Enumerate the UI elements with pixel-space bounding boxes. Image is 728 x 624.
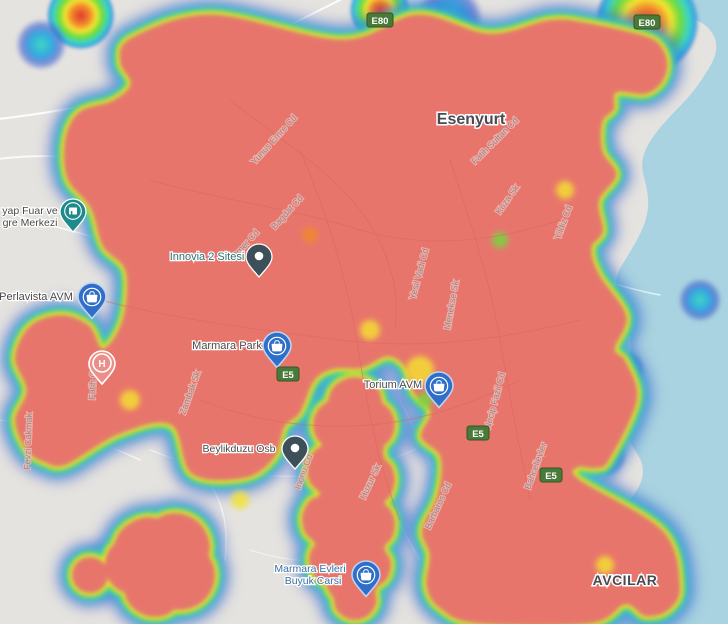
svg-text:Marmara Evleri: Marmara Evleri [274, 563, 345, 575]
svg-text:Innovia 2 Sitesi: Innovia 2 Sitesi [170, 251, 245, 263]
svg-text:Buyuk Carsi: Buyuk Carsi [285, 575, 342, 587]
svg-text:Marmara Park: Marmara Park [192, 340, 262, 352]
svg-text:yap Fuar ve: yap Fuar ve [2, 205, 58, 217]
svg-text:Beylikduzu Osb: Beylikduzu Osb [203, 443, 276, 455]
svg-text:Torium AVM: Torium AVM [364, 379, 422, 391]
svg-text:Perlavista AVM: Perlavista AVM [0, 291, 73, 303]
svg-text:AVCILAR: AVCILAR [593, 572, 658, 588]
svg-text:gre Merkezi: gre Merkezi [3, 217, 58, 229]
svg-text:Esenyurt: Esenyurt [437, 111, 506, 128]
